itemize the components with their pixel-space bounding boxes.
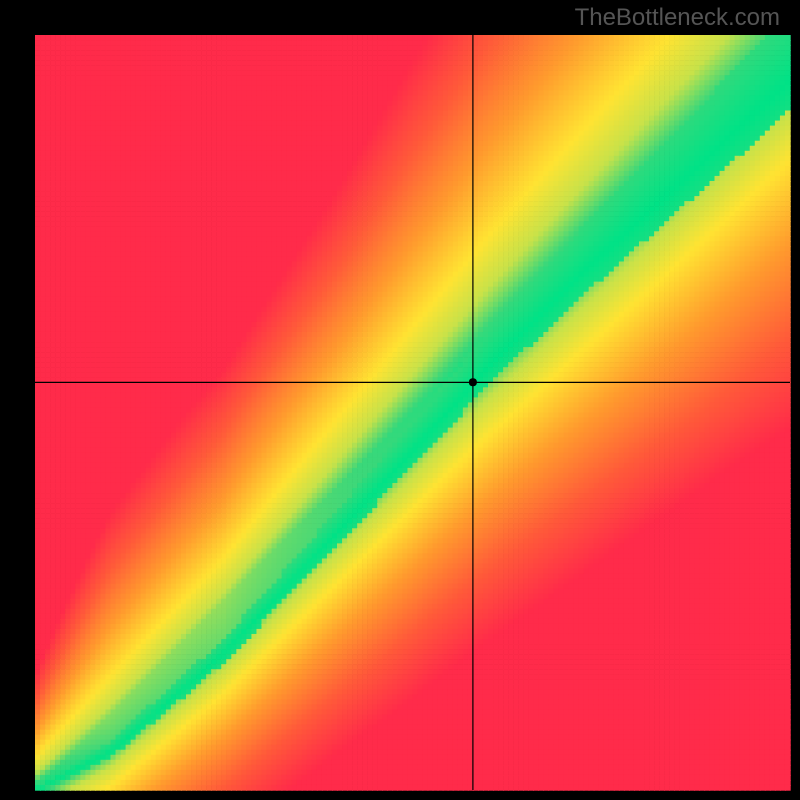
watermark-text: TheBottleneck.com	[575, 4, 780, 32]
chart-root: TheBottleneck.com	[0, 0, 800, 800]
plot-area	[0, 0, 800, 800]
heatmap-canvas	[0, 0, 800, 800]
